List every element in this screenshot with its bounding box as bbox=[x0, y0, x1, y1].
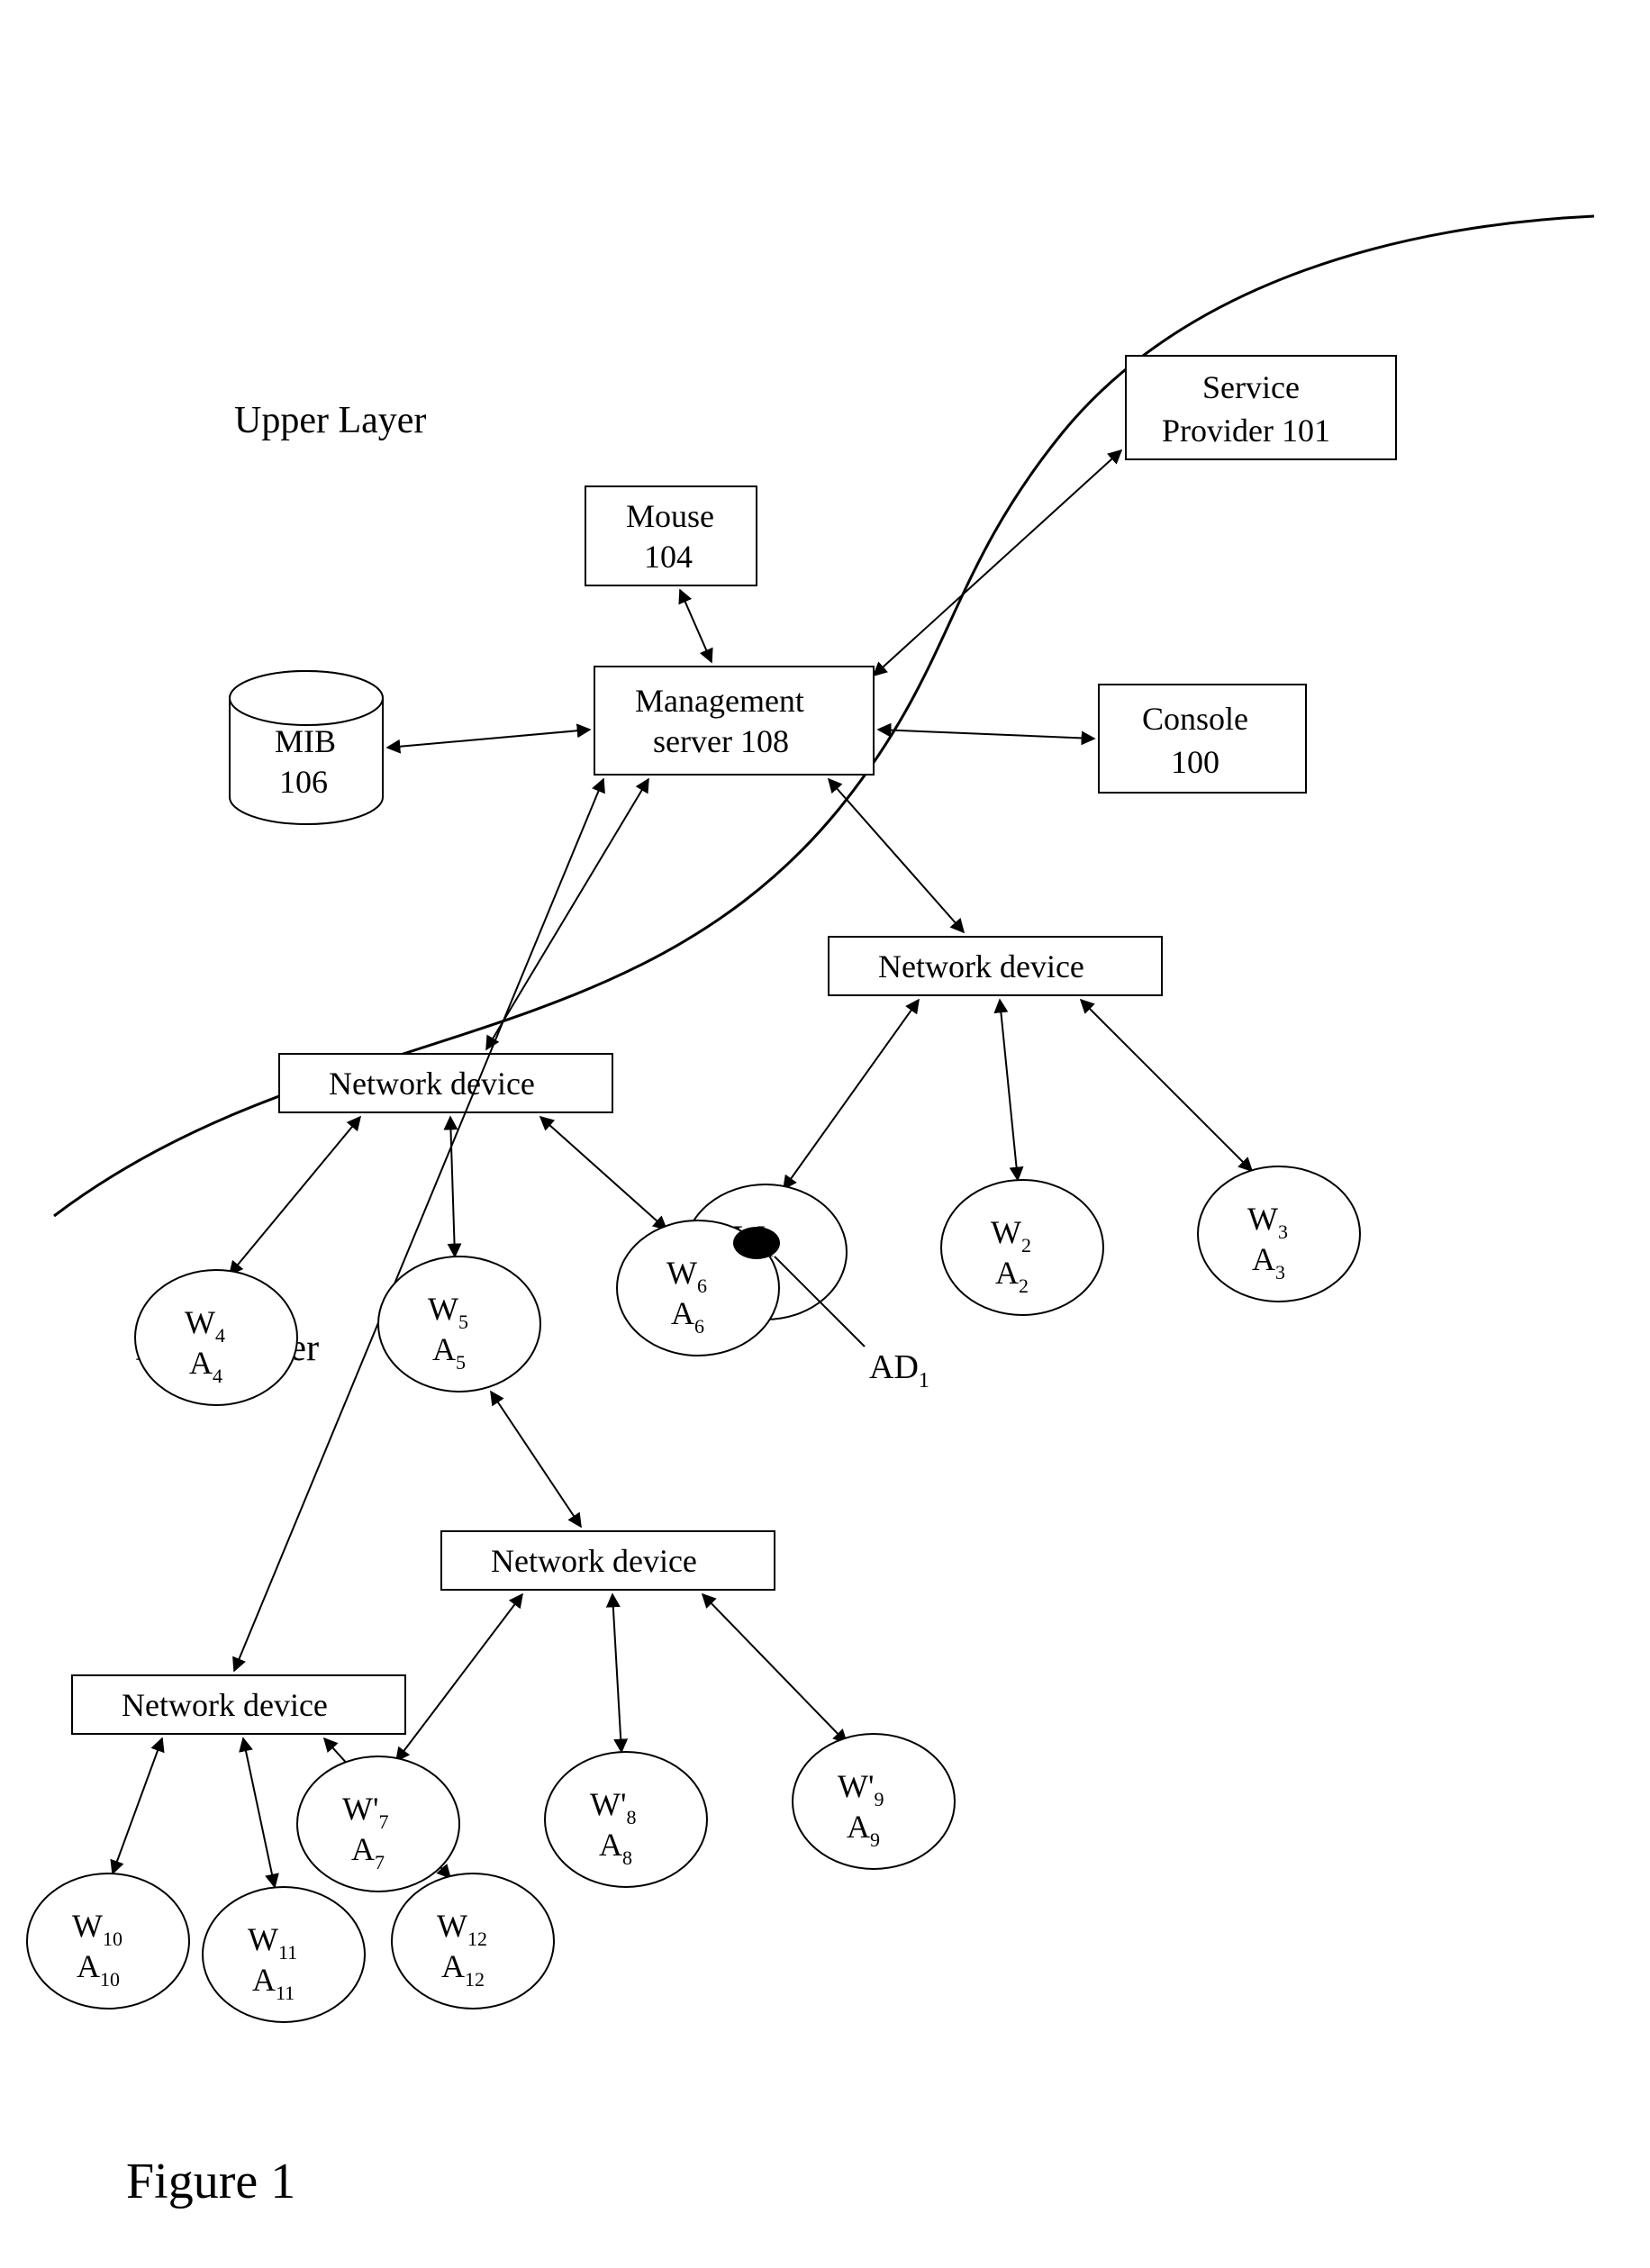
ws12-w: W bbox=[437, 1908, 467, 1944]
edge-server-provider bbox=[874, 450, 1121, 676]
netdev-2-label: Network device bbox=[329, 1066, 535, 1102]
ws5-as: 5 bbox=[456, 1351, 466, 1374]
ws6-as: 6 bbox=[694, 1315, 704, 1338]
provider-label-1: Service bbox=[1202, 369, 1300, 405]
ws-2: W2 A2 bbox=[941, 1180, 1103, 1315]
netdev-1-label: Network device bbox=[878, 948, 1084, 984]
server-label-2: server 108 bbox=[653, 723, 789, 759]
edge-nd1-w1 bbox=[784, 1000, 919, 1189]
ws12-as: 12 bbox=[465, 1968, 485, 1991]
network-device-2: Network device bbox=[279, 1054, 612, 1112]
ws-5: W5 A5 bbox=[378, 1256, 540, 1392]
ad1-label: AD1 bbox=[869, 1348, 929, 1393]
ws2-as: 2 bbox=[1019, 1275, 1029, 1297]
ws-7: W'7 A7 bbox=[297, 1756, 459, 1892]
figure-label: Figure 1 bbox=[126, 2154, 295, 2209]
edge-server-nd2 bbox=[486, 779, 648, 1049]
ws2-w: W bbox=[991, 1214, 1021, 1250]
ws11-ws: 11 bbox=[278, 1941, 297, 1964]
mouse-box: Mouse 104 bbox=[585, 486, 757, 585]
ws5-ws: 5 bbox=[458, 1311, 468, 1333]
ws7-a: A bbox=[351, 1831, 375, 1867]
ws8-ws: 8 bbox=[626, 1806, 636, 1828]
service-provider-box: Service Provider 101 bbox=[1126, 356, 1396, 459]
ws3-a: A bbox=[1252, 1241, 1275, 1277]
ws3-ws: 3 bbox=[1278, 1220, 1288, 1243]
mib-db: MIB 106 bbox=[230, 671, 383, 824]
ws3-as: 3 bbox=[1275, 1261, 1285, 1284]
ws6-ws: 6 bbox=[697, 1275, 707, 1297]
netdev-3-label: Network device bbox=[491, 1543, 697, 1579]
edge-nd3-w7 bbox=[396, 1594, 522, 1761]
edge-nd2-w4 bbox=[230, 1117, 360, 1275]
upper-layer-label: Upper Layer bbox=[234, 400, 426, 441]
console-label-1: Console bbox=[1142, 701, 1248, 737]
edge-nd3-w8 bbox=[612, 1594, 621, 1752]
ws4-ws: 4 bbox=[215, 1324, 225, 1347]
ws2-a: A bbox=[995, 1255, 1019, 1291]
mib-label-1: MIB bbox=[275, 723, 336, 759]
ws4-w: W bbox=[185, 1304, 215, 1340]
ws8-w: W' bbox=[590, 1786, 626, 1822]
ws7-as: 7 bbox=[375, 1851, 385, 1873]
mib-label-2: 106 bbox=[279, 764, 328, 800]
ws12-ws: 12 bbox=[467, 1928, 487, 1950]
network-device-1: Network device bbox=[829, 937, 1162, 995]
edge-nd1-w3 bbox=[1081, 1000, 1252, 1171]
edge-mouse-server bbox=[680, 590, 712, 662]
netdev-4-label: Network device bbox=[122, 1687, 328, 1723]
edge-nd4-w11 bbox=[243, 1738, 275, 1887]
ws8-as: 8 bbox=[622, 1846, 632, 1869]
ws6-a: A bbox=[671, 1295, 694, 1331]
ws8-a: A bbox=[599, 1827, 622, 1863]
ad1-dot bbox=[733, 1227, 780, 1259]
ws-10: W10 A10 bbox=[27, 1873, 189, 2009]
ws-12: W12 A12 bbox=[392, 1873, 554, 2009]
ws4-as: 4 bbox=[213, 1365, 222, 1387]
mouse-label-2: 104 bbox=[644, 539, 693, 575]
server-label-1: Management bbox=[635, 683, 804, 719]
ws10-w: W bbox=[72, 1908, 103, 1944]
edge-w5-nd3 bbox=[491, 1392, 581, 1527]
network-device-3: Network device bbox=[441, 1531, 775, 1590]
ws-9: W'9 A9 bbox=[793, 1734, 955, 1869]
ws9-ws: 9 bbox=[874, 1788, 884, 1810]
ws-4: W4 A4 bbox=[135, 1270, 297, 1405]
edge-nd2-w6 bbox=[540, 1117, 666, 1229]
ws5-w: W bbox=[428, 1291, 458, 1327]
ws6-w: W bbox=[666, 1255, 697, 1291]
ws10-ws: 10 bbox=[103, 1928, 122, 1950]
edge-mib-server bbox=[387, 730, 590, 748]
ws11-a: A bbox=[252, 1962, 276, 1998]
ws10-as: 10 bbox=[100, 1968, 120, 1991]
ws9-a: A bbox=[847, 1809, 870, 1845]
edge-nd1-w2 bbox=[1000, 1000, 1018, 1180]
ws10-a: A bbox=[77, 1948, 100, 1984]
console-label-2: 100 bbox=[1171, 744, 1219, 780]
ws11-w: W bbox=[248, 1921, 278, 1957]
provider-label-2: Provider 101 bbox=[1162, 413, 1330, 449]
ws9-as: 9 bbox=[870, 1828, 880, 1851]
edge-nd3-w9 bbox=[703, 1594, 847, 1743]
network-device-4: Network device bbox=[72, 1675, 405, 1734]
ws-8: W'8 A8 bbox=[545, 1752, 707, 1887]
ws12-a: A bbox=[441, 1948, 465, 1984]
ws3-w: W bbox=[1247, 1201, 1278, 1237]
console-box: Console 100 bbox=[1099, 685, 1306, 793]
ws2-ws: 2 bbox=[1021, 1234, 1031, 1256]
mouse-label-1: Mouse bbox=[626, 498, 714, 534]
ws9-w: W' bbox=[838, 1768, 874, 1804]
ws5-a: A bbox=[432, 1331, 456, 1367]
edge-server-console bbox=[878, 730, 1094, 739]
edge-nd4-w10 bbox=[113, 1738, 162, 1873]
management-server-box: Management server 108 bbox=[594, 667, 874, 775]
edge-server-nd1 bbox=[829, 779, 964, 932]
ws7-w: W' bbox=[342, 1791, 378, 1827]
ws7-ws: 7 bbox=[378, 1810, 388, 1833]
ws-11: W11 A11 bbox=[203, 1887, 365, 2022]
ws11-as: 11 bbox=[276, 1982, 295, 2004]
ws4-a: A bbox=[189, 1345, 213, 1381]
ws-3: W3 A3 bbox=[1198, 1166, 1360, 1302]
